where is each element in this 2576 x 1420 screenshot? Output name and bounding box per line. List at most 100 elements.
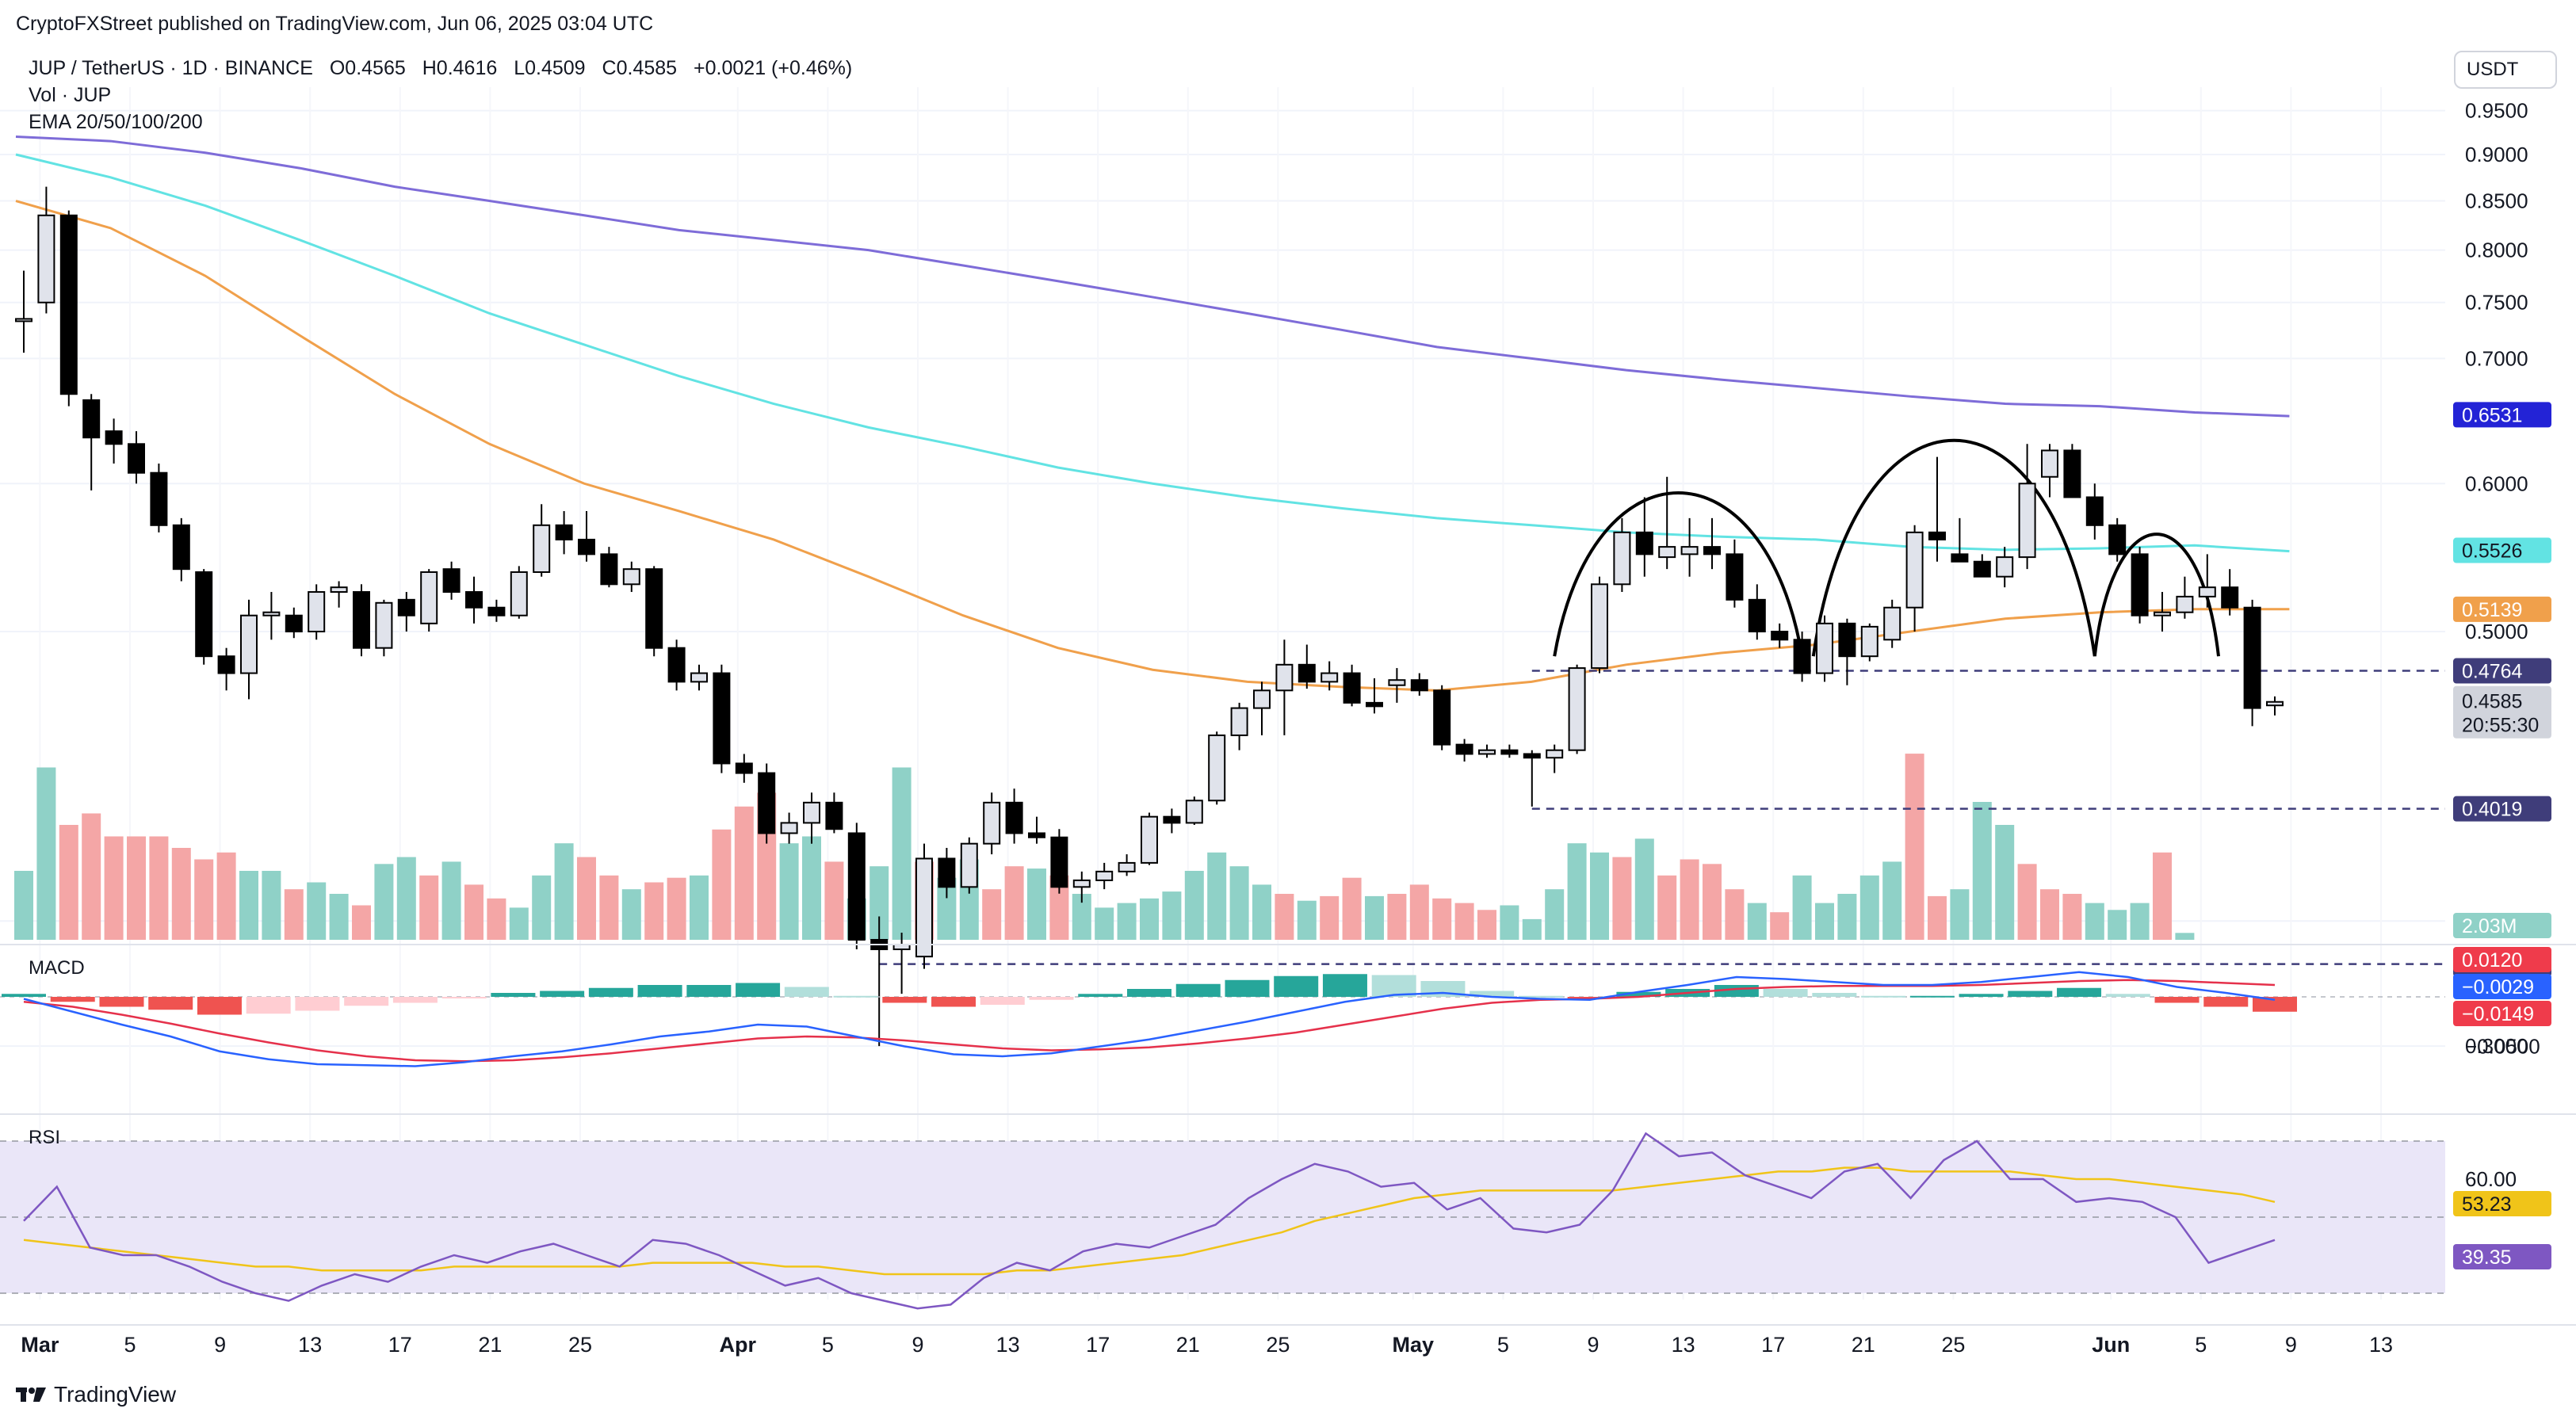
candle-body <box>240 614 258 674</box>
candle-body <box>1928 531 1946 540</box>
volume-bar <box>1477 910 1496 940</box>
volume-bar <box>487 898 506 940</box>
volume-bar <box>532 875 552 940</box>
macd-histogram-bar <box>1078 994 1123 997</box>
volume-bar <box>509 907 529 940</box>
candle-body <box>1726 553 1744 601</box>
macd-histogram-bar <box>1959 994 2004 997</box>
macd-histogram-bar <box>1371 975 1416 997</box>
candle-body <box>1433 689 1451 746</box>
candle-body <box>397 598 415 616</box>
candle-body <box>442 568 461 594</box>
candle <box>915 843 933 969</box>
volume-bar <box>59 825 78 940</box>
volume-bar <box>284 889 304 940</box>
candle-body <box>555 524 573 540</box>
time-tick-label: 9 <box>2285 1333 2297 1357</box>
volume-bar <box>621 889 641 940</box>
candle <box>622 561 640 593</box>
price-tick-label: 0.3000 <box>2465 1034 2528 1058</box>
candle <box>758 763 776 844</box>
candle <box>960 837 978 894</box>
time-tick-label: 13 <box>1672 1333 1695 1357</box>
volume-bar <box>149 836 169 940</box>
volume-bar <box>239 871 258 940</box>
candle-body <box>353 591 370 649</box>
last-price-label: 0.4585 <box>2462 691 2522 713</box>
tradingview-footer[interactable]: TradingView <box>16 1382 176 1407</box>
volume-bar <box>1882 861 1902 940</box>
volume-bar <box>892 767 912 940</box>
macd-histogram-bar <box>833 995 878 998</box>
candle <box>150 463 168 532</box>
time-tick-label: 9 <box>912 1333 923 1357</box>
volume-bar <box>1725 889 1745 940</box>
macd-histogram-bar <box>686 985 732 997</box>
currency-button[interactable]: USDT <box>2454 51 2557 89</box>
candle-body <box>1703 546 1721 555</box>
candle-body <box>938 857 956 888</box>
macd-histogram-bar <box>1812 993 1857 997</box>
candle-body <box>1613 531 1631 586</box>
candle <box>1410 673 1428 696</box>
candle-body <box>1591 583 1608 670</box>
candle-body <box>262 611 281 616</box>
candle-body <box>1163 815 1181 824</box>
candle <box>1771 623 1789 648</box>
candle-body <box>1320 672 1339 683</box>
volume-bar <box>577 857 596 940</box>
candle <box>510 566 528 619</box>
candle <box>825 792 843 834</box>
candle <box>1500 744 1519 758</box>
volume-bar <box>667 877 686 940</box>
candle-body <box>2063 449 2081 498</box>
candle-body <box>2085 496 2104 526</box>
candle <box>1635 497 1653 577</box>
candle <box>1860 623 1878 662</box>
volume-bar <box>554 843 574 940</box>
volume-bar <box>14 871 33 940</box>
ema-legend: EMA 20/50/100/200 <box>29 111 203 133</box>
candle-body <box>82 399 101 439</box>
candle <box>1072 871 1091 903</box>
volume-bar <box>824 861 844 940</box>
price-badge-bg <box>2453 402 2551 428</box>
candle-body <box>2108 524 2127 555</box>
candle-body <box>420 571 438 624</box>
macd-histogram-bar <box>1175 983 1221 997</box>
candle <box>1613 517 1631 593</box>
volume-bar <box>127 836 146 940</box>
price-tick-label: 0.9500 <box>2465 99 2528 123</box>
macd-histogram-bar <box>1225 979 1270 997</box>
candle-body <box>1838 622 1856 658</box>
time-tick-label: 5 <box>124 1333 136 1357</box>
left-shoulder-arc <box>1553 491 1804 657</box>
macd-histogram-bar <box>1616 991 1661 997</box>
candle-body <box>2176 595 2194 613</box>
rsi-value-badge-bg <box>2453 1244 2551 1269</box>
volume-bar <box>982 889 1002 940</box>
volume-bar <box>2153 852 2172 940</box>
candle-body <box>1095 870 1114 881</box>
volume-bar <box>644 882 664 940</box>
macd-histogram-bar <box>295 997 340 1011</box>
volume-bar <box>1004 866 1024 940</box>
macd-histogram-bar <box>197 997 242 1015</box>
volume-bar <box>216 852 236 940</box>
candle-body <box>690 672 708 683</box>
volume-bar <box>104 836 124 940</box>
volume-bar <box>1928 895 1947 940</box>
time-tick-label: 25 <box>568 1333 592 1357</box>
volume-bar <box>1342 877 1362 940</box>
candle-body <box>1455 743 1473 755</box>
candle-body <box>1185 800 1203 824</box>
candle <box>1050 829 1068 894</box>
time-tick-label: 5 <box>1497 1333 1509 1357</box>
volume-bar <box>2040 889 2059 940</box>
candle <box>1816 615 1833 682</box>
candle <box>1523 750 1541 807</box>
candle-body <box>1905 531 1924 609</box>
macd-histogram-bar <box>882 997 927 1003</box>
macd-value-badge: −0.0029 <box>2462 976 2534 998</box>
macd-histogram-bar <box>1763 989 1808 997</box>
